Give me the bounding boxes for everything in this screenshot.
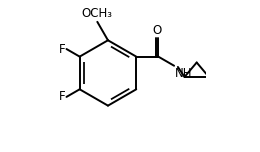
Text: OCH₃: OCH₃: [81, 7, 112, 20]
Text: O: O: [152, 24, 161, 37]
Text: F: F: [59, 90, 65, 103]
Text: F: F: [59, 43, 65, 55]
Text: NH: NH: [175, 67, 192, 80]
